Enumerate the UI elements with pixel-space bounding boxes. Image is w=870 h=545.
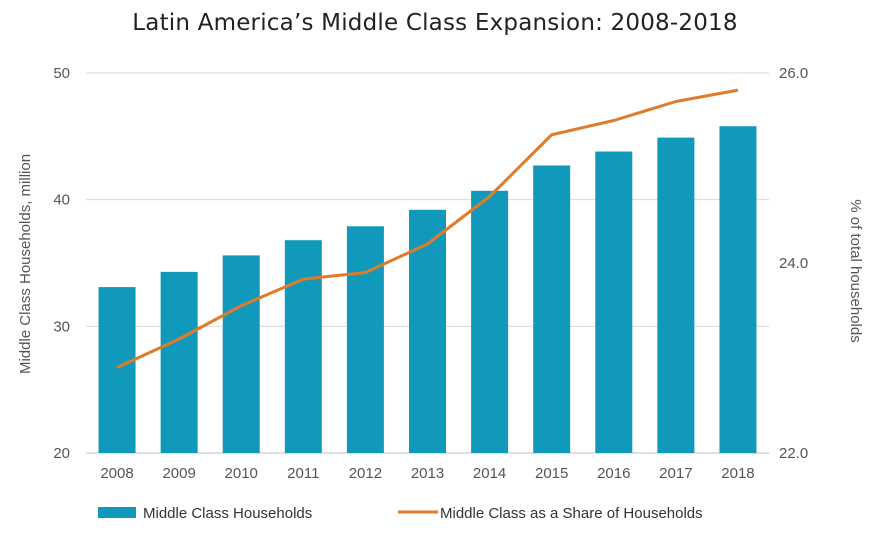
x-tick-label: 2013 xyxy=(411,465,444,482)
bar xyxy=(657,138,694,453)
y-right-axis-label: % of total households xyxy=(847,199,864,342)
y-left-axis-label: Middle Class Households, million xyxy=(17,154,34,374)
y-left-tick-label: 20 xyxy=(53,445,70,462)
y-left-tick-label: 40 xyxy=(53,192,70,209)
bar xyxy=(533,165,570,453)
x-tick-label: 2016 xyxy=(597,465,630,482)
x-tick-label: 2018 xyxy=(721,465,754,482)
left-axis-ticks: 20 30 40 50 xyxy=(53,65,70,462)
x-tick-label: 2008 xyxy=(100,465,133,482)
x-tick-label: 2010 xyxy=(225,465,258,482)
legend-label-bars: Middle Class Households xyxy=(143,505,312,522)
x-tick-label: 2011 xyxy=(287,465,319,482)
bar-series xyxy=(99,126,757,453)
x-tick-label: 2012 xyxy=(349,465,382,482)
legend-swatch-bars xyxy=(98,507,136,518)
x-tick-label: 2014 xyxy=(473,465,506,482)
bar xyxy=(409,210,446,453)
y-left-tick-label: 50 xyxy=(53,65,70,82)
bar xyxy=(471,191,508,453)
bar xyxy=(719,126,756,453)
y-right-tick-label: 24.0 xyxy=(779,255,808,272)
legend-label-line: Middle Class as a Share of Households xyxy=(440,505,703,522)
right-axis-ticks: 22.0 24.0 26.0 xyxy=(779,65,808,462)
bar xyxy=(595,152,632,453)
bar xyxy=(99,287,136,453)
y-right-tick-label: 22.0 xyxy=(779,445,808,462)
bar xyxy=(285,240,322,453)
bar xyxy=(223,255,260,453)
x-tick-label: 2009 xyxy=(162,465,195,482)
bar xyxy=(161,272,198,453)
y-left-tick-label: 30 xyxy=(53,318,70,335)
legend: Middle Class Households Middle Class as … xyxy=(98,505,703,522)
x-tick-label: 2017 xyxy=(659,465,692,482)
chart-title: Latin America’s Middle Class Expansion: … xyxy=(0,10,870,36)
x-tick-label: 2015 xyxy=(535,465,568,482)
bar xyxy=(347,226,384,453)
x-axis-ticks: 2008 2009 2010 2011 2012 2013 2014 2015 2016 2017… xyxy=(100,465,754,482)
y-right-tick-label: 26.0 xyxy=(779,65,808,82)
